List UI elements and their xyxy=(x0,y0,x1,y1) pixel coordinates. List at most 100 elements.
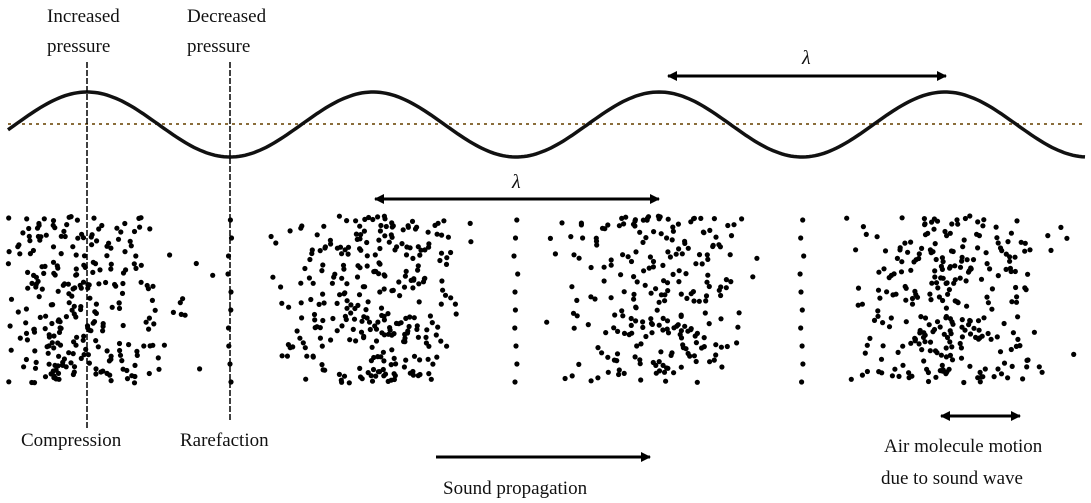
molecule xyxy=(964,257,970,263)
molecule xyxy=(619,215,625,221)
molecule xyxy=(947,316,954,322)
molecule xyxy=(658,349,664,355)
molecule xyxy=(31,326,37,332)
molecule xyxy=(141,343,147,349)
molecule xyxy=(367,326,373,333)
molecule xyxy=(44,344,50,350)
molecule xyxy=(569,373,575,379)
molecule xyxy=(1007,258,1013,264)
molecule xyxy=(970,257,977,263)
molecule xyxy=(118,229,124,235)
molecule xyxy=(977,379,983,385)
molecule xyxy=(797,271,803,277)
molecule xyxy=(317,325,323,331)
molecule xyxy=(664,326,670,332)
molecule xyxy=(62,233,68,240)
molecule xyxy=(637,361,643,367)
molecule xyxy=(711,216,718,222)
molecule xyxy=(312,317,318,323)
molecule xyxy=(120,280,126,287)
molecule xyxy=(23,306,29,312)
molecule xyxy=(50,244,57,250)
molecule xyxy=(605,354,611,360)
molecule xyxy=(642,282,648,288)
molecule xyxy=(132,362,138,368)
molecule xyxy=(437,257,443,264)
molecule xyxy=(336,371,342,377)
molecule xyxy=(363,307,369,313)
molecule xyxy=(334,245,340,251)
molecule xyxy=(981,217,987,223)
molecule xyxy=(929,219,935,225)
molecule xyxy=(699,261,705,267)
molecule xyxy=(705,272,711,278)
molecule xyxy=(415,267,421,273)
molecule xyxy=(967,363,973,369)
molecule xyxy=(943,305,950,311)
molecule xyxy=(888,315,894,321)
molecule xyxy=(344,298,350,304)
molecule xyxy=(411,315,417,321)
molecule xyxy=(371,269,377,275)
molecule xyxy=(38,234,44,240)
molecule xyxy=(949,357,956,363)
molecule xyxy=(396,279,402,285)
molecule xyxy=(632,223,638,229)
molecule xyxy=(927,339,934,345)
molecule xyxy=(342,290,348,296)
molecule xyxy=(997,349,1004,355)
molecule xyxy=(716,287,722,293)
molecule xyxy=(629,330,635,336)
molecule xyxy=(662,298,668,304)
molecule xyxy=(984,294,990,300)
molecule xyxy=(388,362,394,368)
molecule xyxy=(403,252,410,258)
molecule xyxy=(81,352,87,358)
pressure-wave xyxy=(6,90,1086,159)
molecule xyxy=(133,253,139,259)
molecule xyxy=(360,284,366,290)
molecule xyxy=(344,218,350,224)
molecule xyxy=(608,295,614,301)
molecule xyxy=(631,291,637,297)
molecule xyxy=(366,319,373,325)
molecule xyxy=(611,357,618,363)
molecule xyxy=(58,251,64,257)
molecule xyxy=(965,269,972,275)
molecule xyxy=(848,376,854,382)
molecule xyxy=(896,373,902,379)
molecule xyxy=(905,249,911,255)
molecule xyxy=(621,289,627,295)
molecule xyxy=(968,265,974,271)
molecule xyxy=(948,331,954,337)
molecule xyxy=(959,334,966,340)
molecule xyxy=(571,252,577,258)
molecule xyxy=(801,253,807,259)
molecule xyxy=(90,269,96,275)
molecule xyxy=(685,350,691,357)
molecule xyxy=(980,223,986,229)
molecule xyxy=(16,242,22,248)
molecule xyxy=(228,379,234,385)
molecule xyxy=(514,217,520,223)
molecule xyxy=(678,364,684,370)
molecule xyxy=(949,344,955,350)
molecule xyxy=(63,314,69,320)
molecule xyxy=(137,224,143,230)
molecule xyxy=(688,219,694,225)
molecule xyxy=(52,225,58,231)
molecule xyxy=(664,235,670,241)
molecule xyxy=(512,325,518,331)
molecule xyxy=(621,221,627,227)
molecule xyxy=(304,353,310,359)
molecule xyxy=(637,229,643,235)
molecule xyxy=(438,250,445,256)
molecule xyxy=(921,358,927,364)
molecule xyxy=(70,371,76,378)
molecule xyxy=(544,319,550,325)
molecule xyxy=(1031,329,1037,335)
molecule xyxy=(667,254,674,260)
molecule xyxy=(46,332,52,338)
molecule xyxy=(661,278,667,284)
molecule xyxy=(957,340,963,347)
